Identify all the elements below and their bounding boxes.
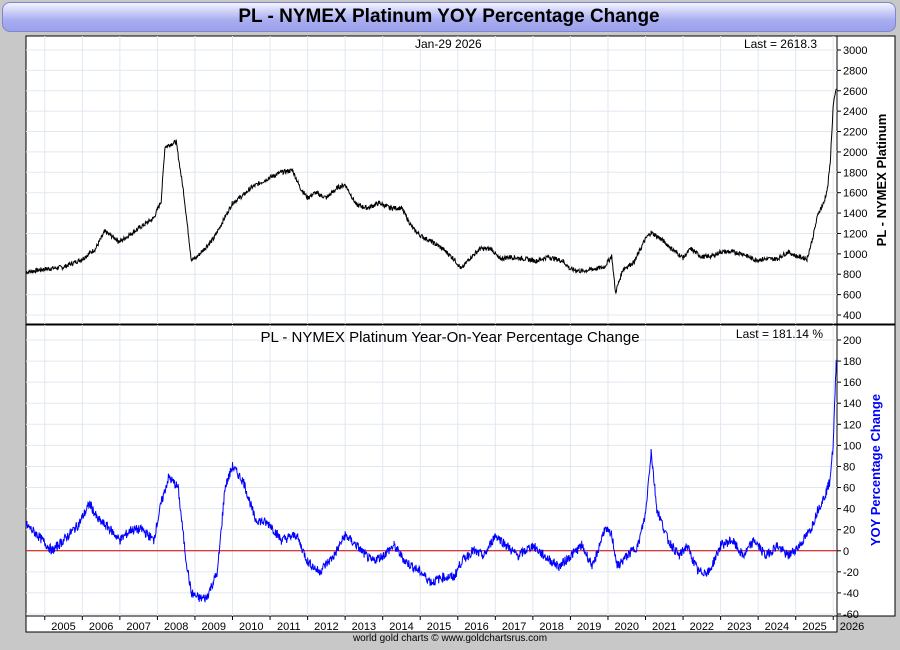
price-y-tick-label: 2000 — [843, 147, 867, 159]
price-y-tick-label: 800 — [843, 269, 861, 281]
price-y-tick-label: 2400 — [843, 106, 867, 118]
x-tick-label: 2021 — [652, 621, 676, 633]
x-tick-label: 2005 — [51, 621, 75, 633]
yoy-series-layer — [25, 359, 837, 603]
yoy-y-tick-label: 160 — [843, 377, 861, 389]
yoy-y-tick-label: 180 — [843, 356, 861, 368]
price-y-tick-label: 1200 — [843, 228, 867, 240]
yoy-y-tick-label: 120 — [843, 419, 861, 431]
x-tick-label: 2022 — [690, 621, 714, 633]
price-last-label: Last = 2618.3 — [744, 37, 817, 51]
yoy-y-tick-label: -60 — [843, 609, 859, 621]
x-tick-label: 2009 — [201, 621, 225, 633]
yoy-y-tick-label: -40 — [843, 588, 859, 600]
chart-title: PL - NYMEX Platinum YOY Percentage Chang… — [2, 2, 896, 32]
price-y-tick-label: 1800 — [843, 167, 867, 179]
yoy-line — [25, 359, 837, 603]
yoy-y-tick-label: 40 — [843, 504, 855, 516]
x-tick-label: 2020 — [614, 621, 638, 633]
yoy-y-tick-label: 0 — [843, 546, 849, 558]
x-tick-label: 2008 — [164, 621, 188, 633]
price-line — [25, 88, 837, 295]
chart-footer: world gold charts © www.goldchartsrus.co… — [352, 633, 548, 644]
price-y-tick-label: 1400 — [843, 208, 867, 220]
yoy-y-tick-label: -20 — [843, 567, 859, 579]
price-y-tick-label: 2600 — [843, 86, 867, 98]
price-axis-area — [836, 35, 896, 325]
price-grid — [26, 36, 837, 324]
x-tick-label: 2025 — [802, 621, 826, 633]
yoy-y-tick-label: 80 — [843, 461, 855, 473]
x-tick-label: 2014 — [389, 621, 413, 633]
price-date-label: Jan-29 2026 — [415, 37, 482, 51]
price-y-tick-label: 2800 — [843, 65, 867, 77]
yoy-y-axis-title: YOY Percentage Change — [868, 394, 883, 546]
yoy-y-tick-label: 60 — [843, 483, 855, 495]
x-tick-label: 2026 — [840, 621, 864, 633]
x-axis-area — [25, 615, 838, 633]
price-y-axis-title: PL - NYMEX Platinum — [874, 114, 889, 247]
x-tick-label: 2018 — [539, 621, 563, 633]
x-tick-label: 2012 — [314, 621, 338, 633]
x-tick-label: 2007 — [126, 621, 150, 633]
price-y-tick-label: 1000 — [843, 249, 867, 261]
axis-labels-layer: 2005 2006 2007 2008 2009 2010 2011 2012 2013 2014… — [44, 45, 867, 633]
yoy-plot-area — [25, 324, 838, 617]
yoy-last-label: Last = 181.14 % — [736, 327, 823, 341]
x-tick-label: 2023 — [727, 621, 751, 633]
price-y-tick-label: 3000 — [843, 45, 867, 57]
x-tick-label: 2019 — [577, 621, 601, 633]
x-tick-label: 2010 — [239, 621, 263, 633]
price-plot-area — [25, 35, 838, 325]
yoy-y-tick-label: 100 — [843, 440, 861, 452]
yoy-y-tick-label: 20 — [843, 525, 855, 537]
price-y-tick-label: 600 — [843, 290, 861, 302]
x-tick-label: 2016 — [464, 621, 488, 633]
price-y-tick-label: 1600 — [843, 188, 867, 200]
x-tick-label: 2024 — [765, 621, 789, 633]
x-tick-label: 2017 — [502, 621, 526, 633]
x-tick-label: 2006 — [89, 621, 113, 633]
yoy-y-tick-label: 140 — [843, 398, 861, 410]
x-tick-label: 2013 — [352, 621, 376, 633]
price-y-tick-label: 2200 — [843, 127, 867, 139]
price-series-layer — [25, 88, 837, 295]
yoy-y-tick-label: 200 — [843, 335, 861, 347]
yoy-axis-area — [836, 324, 896, 617]
x-tick-label: 2011 — [277, 621, 301, 633]
yoy-panel-title: PL - NYMEX Platinum Year-On-Year Percent… — [260, 329, 639, 346]
price-y-tick-label: 400 — [843, 310, 861, 322]
x-tick-label: 2015 — [427, 621, 451, 633]
